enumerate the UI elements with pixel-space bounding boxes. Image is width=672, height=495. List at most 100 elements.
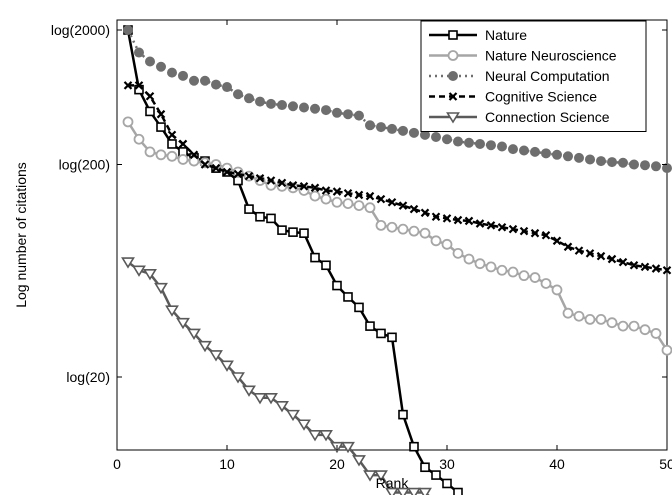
data-point-connection-science — [385, 487, 399, 495]
data-point-nature-neuroscience — [562, 307, 574, 319]
data-point-nature-neuroscience — [199, 157, 211, 169]
data-point-nature — [255, 211, 265, 222]
legend-label: Cognitive Science — [485, 89, 597, 105]
data-point-neural-computation — [310, 103, 320, 114]
data-point-neural-computation — [431, 132, 441, 143]
data-point-cognitive-science — [233, 169, 243, 179]
data-point-nature-neuroscience — [639, 324, 651, 336]
legend-marker — [448, 71, 458, 81]
data-point-neural-computation — [409, 127, 419, 138]
data-point-cognitive-science — [508, 224, 518, 234]
data-point-nature — [145, 106, 155, 117]
axis-layer: 0 10 20 30 40 50 log(20) log(200) log(2000) — [51, 20, 672, 472]
data-point-cognitive-science — [211, 163, 221, 173]
series-connection-science — [121, 257, 432, 495]
data-point-connection-science — [363, 470, 377, 482]
data-point-connection-science — [220, 360, 234, 372]
data-point-nature-neuroscience — [364, 202, 376, 214]
data-point-neural-computation — [376, 122, 386, 133]
data-point-nature-neuroscience — [386, 221, 398, 233]
data-point-nature-neuroscience — [188, 155, 200, 167]
data-point-cognitive-science — [145, 91, 155, 101]
data-point-connection-science — [297, 419, 311, 431]
series-layer — [121, 25, 672, 495]
data-point-cognitive-science — [134, 81, 144, 90]
series-line-cognitive-science — [128, 84, 668, 272]
data-point-cognitive-science — [310, 183, 320, 193]
data-point-neural-computation — [541, 148, 551, 159]
data-point-neural-computation — [123, 25, 133, 35]
data-point-neural-computation — [167, 67, 177, 78]
data-point-neural-computation — [211, 79, 221, 90]
data-point-cognitive-science — [431, 212, 441, 222]
x-tick-label: 0 — [113, 456, 121, 472]
data-point-cognitive-science — [222, 167, 232, 177]
y-tick-label: log(200) — [59, 156, 110, 172]
data-point-neural-computation — [398, 125, 408, 136]
legend: Nature Nature Neuroscience Neural Computat… — [420, 20, 647, 132]
data-point-cognitive-science — [453, 215, 463, 225]
data-point-nature-neuroscience — [485, 261, 497, 273]
legend-marker — [446, 112, 460, 124]
data-point-nature-neuroscience — [155, 149, 167, 161]
data-point-nature — [156, 122, 166, 132]
data-point-nature — [431, 470, 441, 480]
data-point-cognitive-science — [629, 260, 639, 270]
data-point-nature-neuroscience — [133, 133, 145, 145]
data-point-cognitive-science — [651, 264, 661, 273]
data-point-neural-computation — [266, 98, 276, 109]
x-tick-label: 10 — [219, 456, 235, 472]
data-point-nature-neuroscience — [573, 310, 585, 322]
data-point-neural-computation — [552, 149, 562, 160]
data-point-cognitive-science — [442, 214, 452, 223]
data-point-nature-neuroscience — [617, 320, 629, 332]
data-point-neural-computation — [321, 105, 331, 116]
data-point-neural-computation — [574, 152, 584, 163]
data-point-cognitive-science — [552, 236, 562, 246]
data-point-cognitive-science — [277, 178, 287, 188]
data-point-nature-neuroscience — [353, 200, 365, 212]
data-point-cognitive-science — [585, 249, 595, 258]
legend-entry-cognitive-science: Cognitive Science — [429, 89, 597, 105]
legend-label: Nature Neuroscience — [485, 48, 617, 64]
data-point-cognitive-science — [178, 139, 188, 149]
data-point-nature — [387, 332, 397, 343]
data-point-nature-neuroscience — [408, 225, 420, 237]
data-point-cognitive-science — [321, 186, 331, 195]
series-cognitive-science — [123, 81, 672, 275]
data-point-nature-neuroscience — [628, 320, 640, 332]
data-point-cognitive-science — [420, 208, 430, 218]
data-point-cognitive-science — [596, 251, 606, 261]
x-tick-label: 50 — [659, 456, 672, 472]
data-point-nature-neuroscience — [452, 247, 464, 259]
data-point-cognitive-science — [497, 222, 507, 232]
data-point-neural-computation — [200, 75, 210, 86]
data-point-cognitive-science — [200, 160, 210, 169]
data-point-cognitive-science — [618, 257, 628, 267]
data-point-connection-science — [253, 392, 267, 405]
y-tick-label: log(2000) — [51, 22, 110, 38]
data-point-neural-computation — [464, 137, 474, 148]
data-point-nature — [244, 204, 254, 214]
data-point-connection-science — [176, 317, 190, 330]
data-point-neural-computation — [189, 75, 199, 86]
legend-entry-nature: Nature — [429, 27, 527, 43]
legend-marker — [448, 30, 458, 40]
data-point-connection-science — [187, 328, 201, 340]
data-point-nature — [299, 228, 309, 238]
legend-marker — [447, 50, 459, 61]
legend-label: Nature — [485, 27, 527, 43]
data-point-neural-computation — [299, 102, 309, 113]
data-point-neural-computation — [145, 56, 155, 67]
data-point-cognitive-science — [530, 228, 540, 238]
y-tick-label: log(20) — [66, 369, 110, 385]
data-point-neural-computation — [508, 144, 518, 155]
data-point-neural-computation — [618, 157, 628, 168]
x-tick-label: 40 — [549, 456, 565, 472]
data-point-cognitive-science — [189, 150, 199, 160]
data-point-neural-computation — [178, 70, 188, 81]
data-point-neural-computation — [277, 100, 287, 111]
data-point-neural-computation — [651, 161, 661, 172]
data-point-cognitive-science — [244, 171, 254, 181]
